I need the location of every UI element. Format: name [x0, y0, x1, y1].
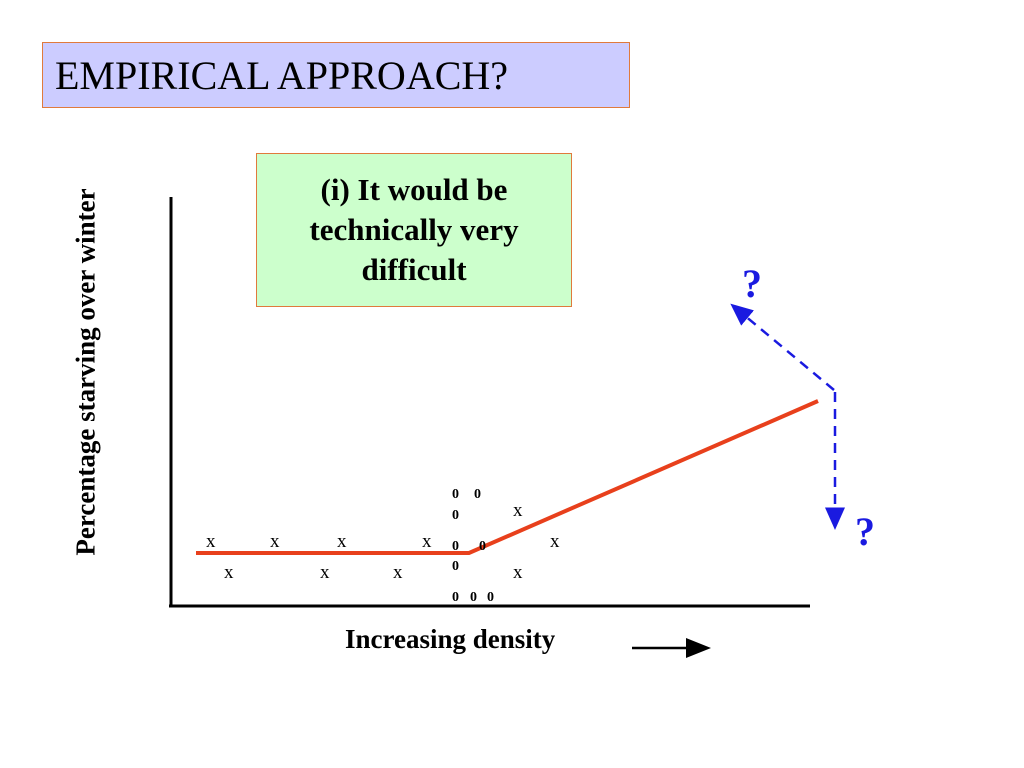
data-point-o: 0: [452, 487, 459, 502]
data-point-o: 0: [470, 590, 477, 605]
data-point-x: x: [337, 531, 347, 552]
data-point-o: 0: [474, 487, 481, 502]
data-point-o: 0: [452, 508, 459, 523]
y-axis-label: Percentage starving over winter: [70, 188, 101, 556]
note-box: (i) It would be technically very difficu…: [256, 153, 572, 307]
data-point-o: 0: [479, 539, 486, 554]
data-point-x: x: [550, 531, 560, 552]
data-point-x: x: [513, 500, 523, 521]
arrow-up-dashed: [730, 303, 835, 391]
data-point-x: x: [393, 562, 403, 583]
x-axis-label: Increasing density: [345, 624, 556, 654]
data-point-o: 0: [452, 539, 459, 554]
data-point-o: 0: [452, 590, 459, 605]
data-point-o: 0: [452, 559, 459, 574]
trend-line: [196, 399, 819, 555]
data-point-x: x: [270, 531, 280, 552]
data-point-x: x: [422, 531, 432, 552]
data-point-x: x: [224, 562, 234, 583]
question-mark-lower: ?: [855, 509, 875, 554]
data-point-x: x: [206, 531, 216, 552]
data-point-o: 0: [487, 590, 494, 605]
question-mark-upper: ?: [742, 261, 762, 306]
slide-title: EMPIRICAL APPROACH?: [42, 42, 630, 108]
data-point-x: x: [513, 562, 523, 583]
data-point-x: x: [320, 562, 330, 583]
